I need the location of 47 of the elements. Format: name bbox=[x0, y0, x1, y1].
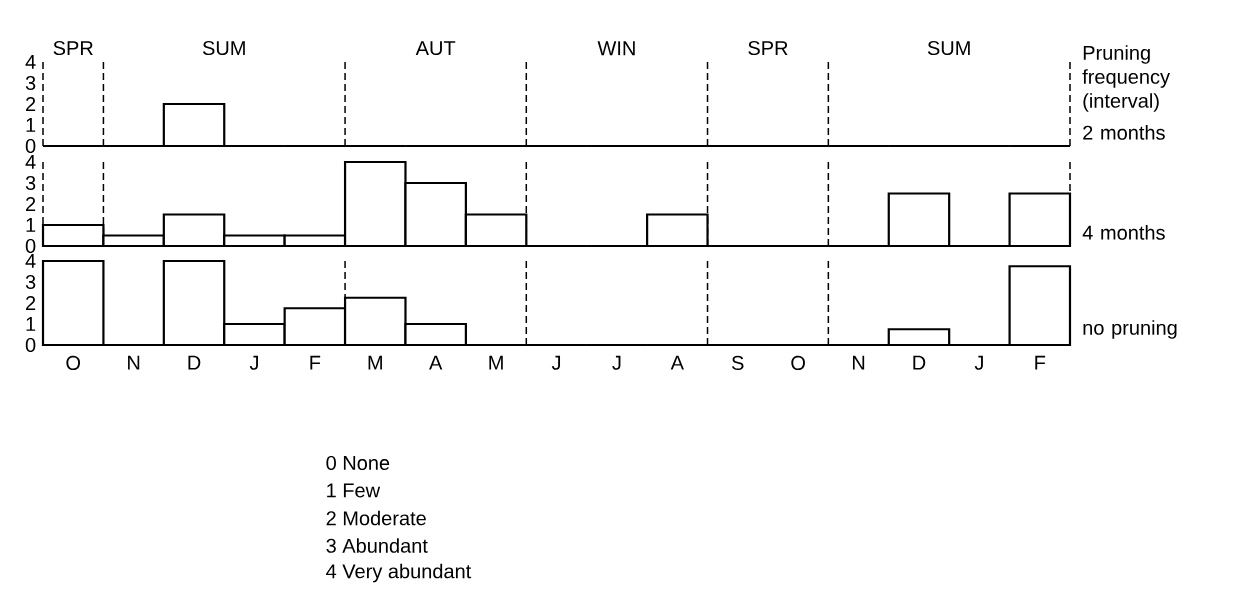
x-tick-label: F bbox=[310, 355, 321, 370]
x-tick-label: J bbox=[249, 355, 258, 370]
x-tick-label: N bbox=[128, 355, 140, 370]
y-tick-label: 0 bbox=[25, 138, 36, 154]
y-tick-label: 2 bbox=[26, 296, 36, 310]
x-tick-label: D bbox=[188, 355, 201, 370]
y-tick-label: 3 bbox=[25, 75, 36, 91]
y-tick-label: 0 bbox=[25, 238, 36, 254]
y-tick-label: 1 bbox=[26, 218, 36, 232]
x-tick-label: S bbox=[731, 355, 744, 371]
y-tick-label: 3 bbox=[25, 175, 36, 191]
y-tick-label: 0 bbox=[25, 337, 36, 353]
text: 3 Abundant bbox=[326, 538, 428, 553]
text: SUM bbox=[202, 40, 245, 56]
y-tick-label: 1 bbox=[26, 317, 36, 331]
x-tick-label: O bbox=[66, 355, 81, 371]
text: AUT bbox=[415, 41, 456, 56]
y-tick-label: 3 bbox=[25, 274, 36, 290]
y-tick-label: 4 bbox=[25, 155, 36, 169]
text: 4 Very abundant bbox=[326, 563, 472, 583]
x-tick-label: O bbox=[791, 355, 805, 371]
text: SPR bbox=[748, 40, 788, 56]
x-tick-label: N bbox=[852, 355, 865, 370]
text: SUM bbox=[927, 40, 970, 56]
x-tick-label: A bbox=[670, 355, 684, 370]
y-tick-label: 2 bbox=[26, 197, 36, 211]
text: SPR bbox=[53, 40, 93, 56]
text: 2 Moderate bbox=[326, 510, 426, 526]
y-tick-label: 2 bbox=[26, 97, 36, 111]
series-label: 2 months bbox=[1083, 125, 1165, 140]
x-tick-label: J bbox=[612, 355, 621, 370]
x-tick-label: D bbox=[913, 355, 926, 370]
x-tick-label: M bbox=[489, 355, 503, 370]
x-tick-label: F bbox=[1035, 355, 1046, 370]
x-tick-label: A bbox=[429, 355, 443, 370]
y-tick-label: 4 bbox=[25, 254, 36, 268]
x-tick-label: M bbox=[368, 355, 382, 370]
text: 1 Few bbox=[327, 483, 381, 498]
text: Pruning frequency (interval) bbox=[1082, 45, 1170, 112]
text: WIN bbox=[597, 41, 635, 56]
y-tick-label: 1 bbox=[26, 118, 36, 132]
x-tick-label: J bbox=[974, 355, 983, 370]
y-tick-label: 4 bbox=[25, 55, 36, 69]
series-label: no pruning bbox=[1083, 320, 1177, 339]
x-tick-label: J bbox=[551, 355, 561, 370]
text: 0 None bbox=[326, 455, 390, 471]
series-label: 4 months bbox=[1082, 225, 1165, 240]
